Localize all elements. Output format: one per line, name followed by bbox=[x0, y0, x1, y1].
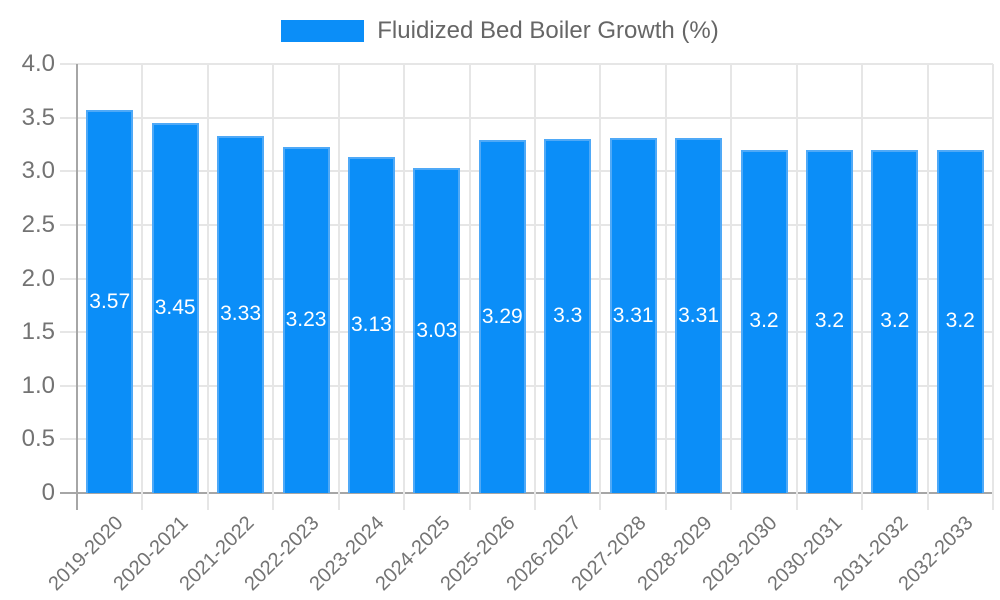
legend-label: Fluidized Bed Boiler Growth (%) bbox=[377, 17, 719, 44]
chart-legend[interactable]: Fluidized Bed Boiler Growth (%) bbox=[0, 17, 1000, 45]
bar[interactable] bbox=[805, 149, 853, 493]
gridline bbox=[141, 64, 144, 510]
bar[interactable] bbox=[413, 168, 461, 493]
y-tick-label: 1.0 bbox=[21, 371, 55, 399]
gridline bbox=[403, 64, 406, 510]
y-tick-label: 0 bbox=[41, 479, 55, 506]
gridline bbox=[664, 64, 667, 510]
bar[interactable] bbox=[217, 135, 265, 493]
bar[interactable] bbox=[936, 149, 984, 493]
y-tick-label: 3.0 bbox=[21, 157, 55, 185]
bar[interactable] bbox=[871, 149, 919, 493]
bar-value-label: 3.2 bbox=[880, 309, 910, 333]
bar-value-label: 3.45 bbox=[154, 295, 196, 319]
bar[interactable] bbox=[675, 138, 723, 493]
bar-value-label: 3.3 bbox=[553, 304, 583, 328]
legend-swatch-icon bbox=[281, 20, 365, 42]
y-tick-label: 2.0 bbox=[21, 264, 55, 292]
gridline bbox=[60, 438, 993, 441]
bar[interactable] bbox=[478, 140, 526, 493]
y-tick-label: 4.0 bbox=[21, 50, 55, 77]
gridline bbox=[795, 64, 798, 510]
gridline bbox=[60, 223, 993, 226]
bar-value-label: 3.23 bbox=[285, 307, 327, 331]
y-axis-line bbox=[76, 64, 78, 510]
bar-value-label: 3.03 bbox=[416, 318, 458, 342]
gridline bbox=[468, 64, 471, 510]
bar[interactable] bbox=[347, 157, 395, 493]
y-tick-label: 0.5 bbox=[21, 425, 55, 453]
gridline bbox=[60, 384, 993, 387]
bar-value-label: 3.31 bbox=[612, 303, 654, 327]
bar-value-label: 3.2 bbox=[749, 309, 779, 333]
y-tick-label: 2.5 bbox=[21, 210, 55, 238]
bar-value-label: 3.2 bbox=[814, 309, 845, 333]
gridline bbox=[534, 64, 536, 510]
bar[interactable] bbox=[609, 138, 657, 493]
plot-area: 0 0.5 1.0 1.5 2.0 2.5 3.0 3.5 4.0 3.57 2019-2020 3.… bbox=[22, 51, 994, 595]
gridline bbox=[60, 116, 993, 119]
bar[interactable] bbox=[544, 139, 592, 493]
bar-value-label: 3.31 bbox=[678, 303, 719, 327]
y-tick-label: 3.5 bbox=[21, 103, 55, 131]
bar[interactable] bbox=[151, 123, 199, 493]
gridline bbox=[861, 64, 864, 510]
bar-value-label: 3.13 bbox=[350, 313, 392, 337]
x-axis-line bbox=[60, 492, 993, 494]
bar-value-label: 3.29 bbox=[481, 304, 523, 328]
bar[interactable] bbox=[740, 149, 788, 493]
bar[interactable] bbox=[282, 146, 330, 493]
gridline bbox=[730, 64, 733, 510]
gridline bbox=[272, 64, 275, 510]
gridline bbox=[60, 277, 993, 280]
gridline bbox=[337, 64, 340, 510]
bar[interactable] bbox=[86, 110, 134, 493]
y-tick-label: 1.5 bbox=[21, 318, 55, 346]
gridline bbox=[992, 64, 994, 510]
bar-value-label: 3.33 bbox=[220, 302, 261, 326]
gridline bbox=[206, 64, 209, 510]
gridline bbox=[60, 170, 993, 173]
bar-value-label: 3.57 bbox=[89, 289, 131, 313]
gridline bbox=[599, 64, 602, 510]
gridline bbox=[60, 331, 993, 334]
gridline bbox=[60, 63, 993, 65]
bar-value-label: 3.2 bbox=[945, 309, 975, 333]
gridline bbox=[926, 64, 929, 510]
